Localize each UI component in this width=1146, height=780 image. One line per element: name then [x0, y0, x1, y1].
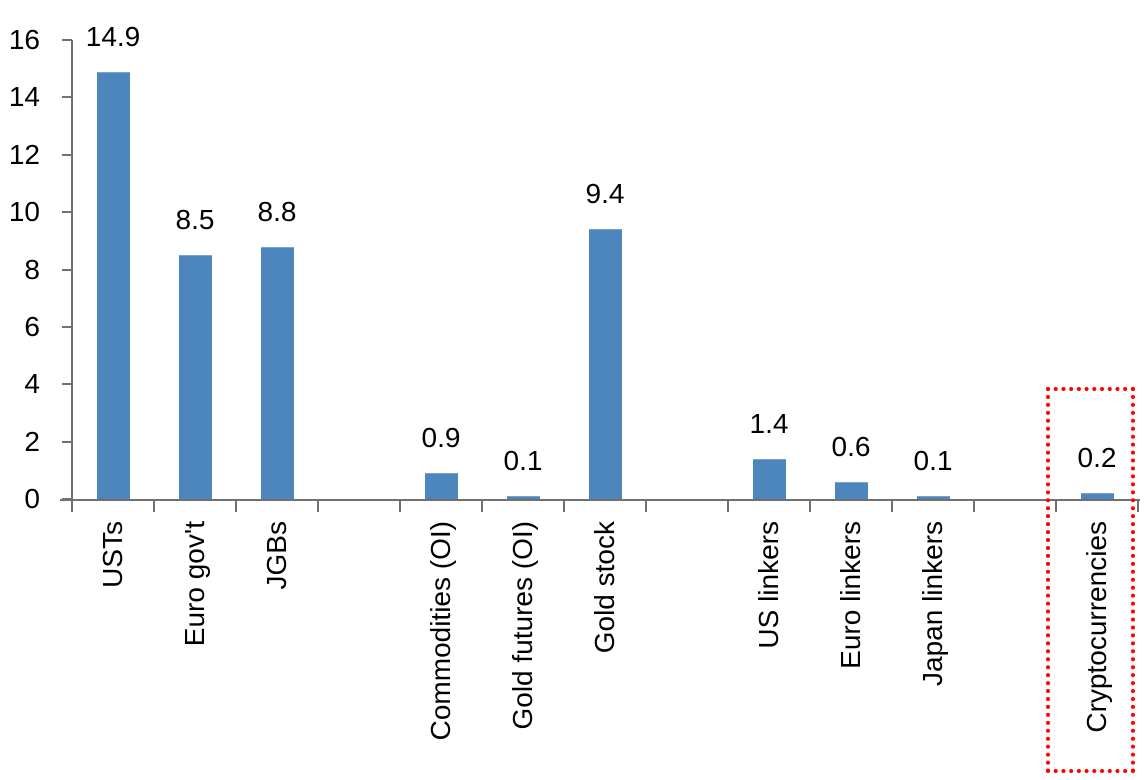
- bar: [260, 246, 294, 499]
- bar-value-label: 0.1: [913, 445, 953, 477]
- bar: [916, 496, 950, 499]
- x-axis-line: [60, 499, 1140, 501]
- bar-value-label: 8.5: [175, 204, 215, 236]
- bar: [178, 255, 212, 499]
- x-axis-tick: [727, 499, 729, 512]
- category-label: Euro gov't: [179, 521, 210, 647]
- bar: [96, 71, 130, 499]
- x-axis-tick: [1137, 499, 1139, 512]
- y-axis-tick: [62, 39, 72, 41]
- y-axis-tick-label: 10: [8, 196, 40, 228]
- bar: [834, 481, 868, 499]
- y-axis-tick: [62, 383, 72, 386]
- y-axis-tick-label: 4: [24, 368, 40, 400]
- y-axis-tick-label: 6: [24, 310, 40, 342]
- category-label: Commodities (OI): [425, 521, 456, 741]
- bar: [752, 458, 786, 499]
- x-axis-tick: [481, 499, 483, 512]
- bar-value-label: 0.1: [503, 445, 543, 477]
- bar-value-label: 14.9: [85, 20, 141, 52]
- bar-value-label: 0.6: [831, 430, 871, 462]
- y-axis-tick-label: 16: [8, 24, 40, 55]
- bar: [424, 473, 458, 499]
- x-axis-tick: [399, 499, 401, 512]
- y-axis-tick-label: 8: [24, 253, 40, 285]
- category-label: Gold stock: [589, 521, 620, 654]
- category-label: Japan linkers: [917, 521, 948, 686]
- y-axis-line: [71, 40, 73, 512]
- bar-value-label: 0.2: [1077, 442, 1117, 474]
- y-axis-tick: [62, 498, 72, 500]
- x-axis-tick: [235, 499, 237, 512]
- x-axis-tick: [809, 499, 811, 512]
- y-axis-tick: [62, 96, 72, 99]
- bar-value-label: 9.4: [585, 178, 625, 210]
- y-axis-tick-label: 12: [8, 138, 40, 170]
- bar: [1080, 493, 1114, 499]
- category-label: US linkers: [753, 521, 784, 649]
- category-label: USTs: [97, 521, 128, 588]
- bar-value-label: 8.8: [257, 195, 297, 227]
- category-label: Gold futures (OI): [507, 521, 538, 730]
- highlight-box: [1046, 387, 1135, 773]
- x-axis-tick: [973, 499, 975, 512]
- bar: [506, 496, 540, 499]
- bar-value-label: 1.4: [749, 407, 789, 439]
- x-axis-tick: [317, 499, 319, 512]
- y-axis-tick-label: 14: [8, 81, 40, 113]
- x-axis-tick: [563, 499, 565, 512]
- y-axis-tick-label: 2: [24, 425, 40, 457]
- bar: [588, 229, 622, 499]
- x-axis-tick: [645, 499, 647, 512]
- x-axis-tick: [891, 499, 893, 512]
- x-axis-tick: [153, 499, 155, 512]
- y-axis-tick: [62, 440, 72, 443]
- x-axis-tick: [71, 499, 73, 512]
- y-axis-tick: [62, 153, 72, 156]
- y-axis-tick: [62, 211, 72, 214]
- y-axis-tick: [62, 325, 72, 328]
- category-label: Euro linkers: [835, 521, 866, 669]
- category-label: JGBs: [261, 521, 292, 590]
- x-axis-tick: [1055, 499, 1057, 512]
- y-axis-tick: [62, 268, 72, 271]
- y-axis-tick-label: 0: [24, 483, 40, 514]
- bar-value-label: 0.9: [421, 422, 461, 454]
